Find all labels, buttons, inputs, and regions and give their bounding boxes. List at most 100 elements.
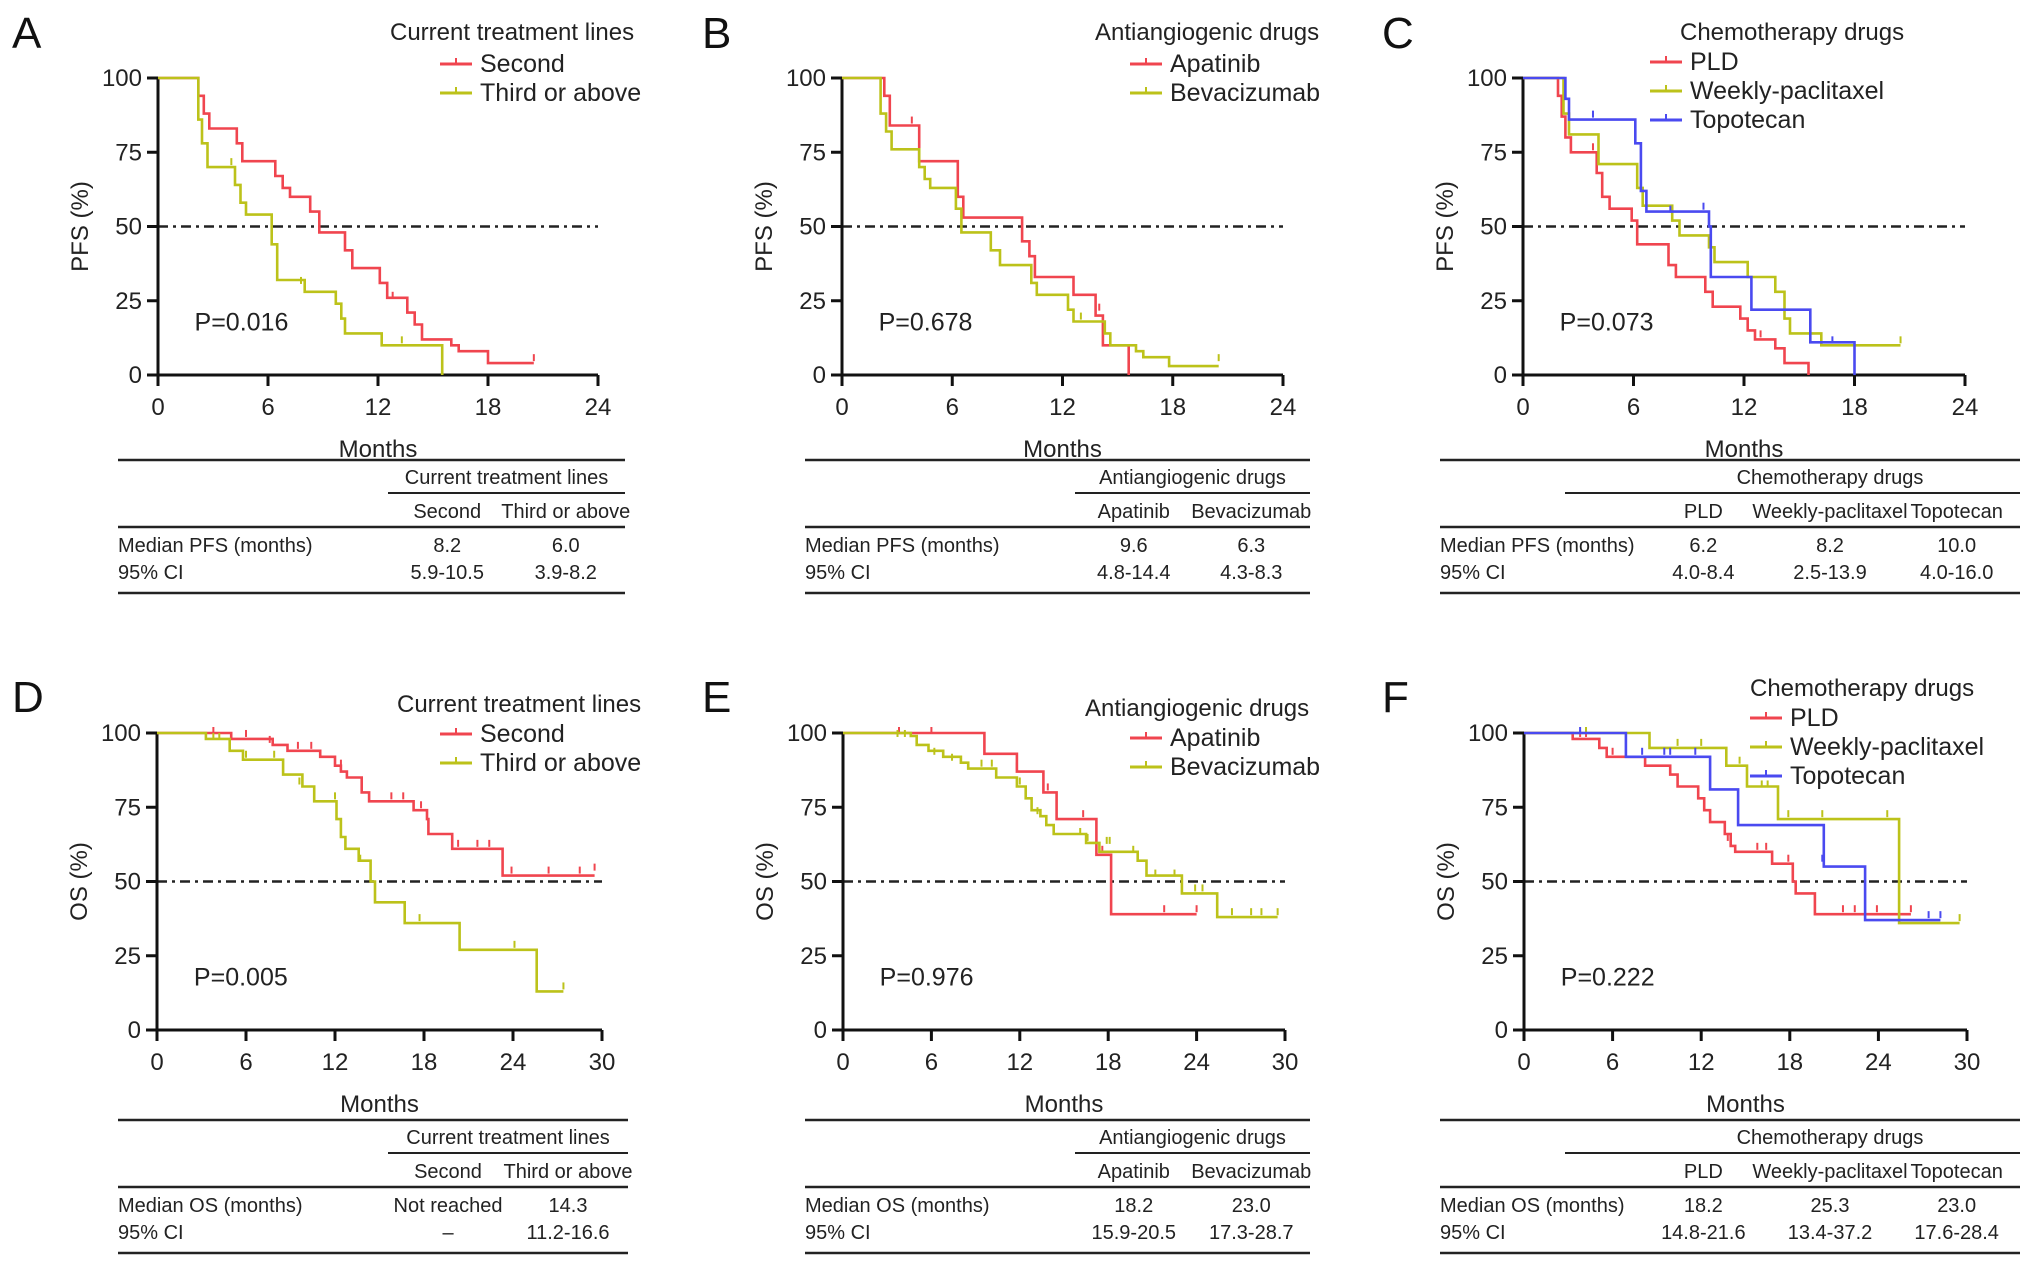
x-tick-label: 6 xyxy=(261,394,274,421)
table-column-header: PLD xyxy=(1684,1161,1723,1183)
panel-letter: B xyxy=(702,9,731,58)
panel-f: F 0 25 50 75 100 0 6 12 18 24 30 Months OS (%) P=0.222… xyxy=(1382,673,2020,1255)
km-curve-topotecan xyxy=(1524,731,1941,922)
x-tick-label: 0 xyxy=(151,394,164,421)
y-tick-label: 75 xyxy=(799,139,826,166)
y-tick-label: 25 xyxy=(1481,943,1508,970)
legend-label: Apatinib xyxy=(1170,724,1260,752)
table-row-label: 95% CI xyxy=(1440,1222,1506,1244)
km-curve-third-or-above xyxy=(158,76,444,375)
legend-label: Third or above xyxy=(480,749,641,777)
x-tick-label: 30 xyxy=(589,1049,616,1076)
km-curve-bevacizumab xyxy=(843,731,1278,919)
table-column-header: Weekly-paclitaxel xyxy=(1752,501,1907,523)
table-row-label: Median OS (months) xyxy=(1440,1195,1625,1217)
summary-table: Current treatment lines Second Third or ab… xyxy=(118,458,630,595)
table-cell: 11.2-16.6 xyxy=(526,1222,609,1244)
table-row-label: 95% CI xyxy=(118,1222,184,1244)
table-cell: 9.6 xyxy=(1120,535,1148,557)
table-cell: 18.2 xyxy=(1114,1195,1153,1217)
y-tick-label: 0 xyxy=(128,1017,141,1044)
y-tick-label: 0 xyxy=(813,362,826,389)
y-tick-label: 100 xyxy=(1468,720,1508,747)
table-column-header: Third or above xyxy=(501,501,630,523)
km-curve-pld xyxy=(1523,76,1810,375)
panel-letter: E xyxy=(702,673,731,722)
x-axis-label: Months xyxy=(1705,436,1784,463)
table-cell: 13.4-37.2 xyxy=(1788,1222,1873,1244)
y-tick-label: 25 xyxy=(800,943,827,970)
table-cell: – xyxy=(442,1222,454,1244)
table-group-header: Chemotherapy drugs xyxy=(1737,467,1924,489)
table-cell: 4.8-14.4 xyxy=(1097,562,1170,584)
table-cell: 8.2 xyxy=(433,535,461,557)
table-row-label: Median PFS (months) xyxy=(805,535,1000,557)
p-value: P=0.678 xyxy=(879,308,973,336)
y-tick-label: 0 xyxy=(814,1017,827,1044)
table-cell: Not reached xyxy=(394,1195,503,1217)
x-tick-label: 6 xyxy=(1606,1049,1619,1076)
km-curve-apatinib xyxy=(843,731,1197,916)
y-axis-label: PFS (%) xyxy=(1432,181,1459,272)
km-curve-weekly-paclitaxel xyxy=(1523,76,1901,347)
table-cell: 6.3 xyxy=(1237,535,1265,557)
summary-table: Current treatment lines Second Third or ab… xyxy=(118,1118,633,1255)
y-tick-label: 75 xyxy=(800,794,827,821)
x-tick-label: 0 xyxy=(836,1049,849,1076)
x-tick-label: 24 xyxy=(1865,1049,1892,1076)
table-cell: 14.8-21.6 xyxy=(1661,1222,1746,1244)
x-tick-label: 12 xyxy=(365,394,392,421)
y-tick-label: 25 xyxy=(115,288,142,315)
x-tick-label: 6 xyxy=(946,394,959,421)
panel-letter: A xyxy=(12,9,42,58)
y-axis-label: OS (%) xyxy=(66,842,93,921)
x-tick-label: 30 xyxy=(1272,1049,1299,1076)
x-tick-label: 12 xyxy=(322,1049,349,1076)
p-value: P=0.976 xyxy=(880,963,974,991)
p-value: P=0.016 xyxy=(195,308,289,336)
panel-c: C 0 25 50 75 100 0 6 12 18 24 Months PFS (%) P=0.073 C… xyxy=(1382,9,2020,595)
y-tick-label: 50 xyxy=(1480,214,1507,241)
legend-label: Weekly-paclitaxel xyxy=(1790,733,1984,761)
y-tick-label: 25 xyxy=(1480,288,1507,315)
x-tick-label: 24 xyxy=(1183,1049,1210,1076)
table-cell: 4.0-16.0 xyxy=(1920,562,1993,584)
table-cell: 14.3 xyxy=(549,1195,588,1217)
table-cell: 17.6-28.4 xyxy=(1914,1222,1999,1244)
y-tick-label: 50 xyxy=(115,214,142,241)
panel-letter: D xyxy=(12,673,44,722)
x-tick-label: 24 xyxy=(500,1049,527,1076)
table-cell: 25.3 xyxy=(1811,1195,1850,1217)
legend-title: Chemotherapy drugs xyxy=(1680,19,1904,46)
p-value: P=0.222 xyxy=(1561,963,1655,991)
y-tick-label: 50 xyxy=(1481,869,1508,896)
km-curve-third-or-above xyxy=(157,731,564,993)
y-tick-label: 0 xyxy=(129,362,142,389)
table-cell: 10.0 xyxy=(1937,535,1976,557)
table-row-label: Median PFS (months) xyxy=(1440,535,1635,557)
table-cell: 4.3-8.3 xyxy=(1220,562,1282,584)
table-cell: 17.3-28.7 xyxy=(1209,1222,1294,1244)
y-tick-label: 50 xyxy=(799,214,826,241)
legend-title: Current treatment lines xyxy=(390,19,634,46)
x-tick-label: 18 xyxy=(1776,1049,1803,1076)
x-tick-label: 18 xyxy=(475,394,502,421)
x-axis-label: Months xyxy=(339,436,418,463)
legend-label: Apatinib xyxy=(1170,50,1260,78)
y-tick-label: 0 xyxy=(1495,1017,1508,1044)
x-tick-label: 18 xyxy=(411,1049,438,1076)
legend-label: Second xyxy=(480,720,565,748)
y-tick-label: 100 xyxy=(786,65,826,92)
table-cell: 23.0 xyxy=(1232,1195,1271,1217)
table-column-header: Third or above xyxy=(504,1161,633,1183)
table-cell: 5.9-10.5 xyxy=(411,562,484,584)
table-cell: 8.2 xyxy=(1816,535,1844,557)
y-tick-label: 100 xyxy=(101,720,141,747)
y-tick-label: 0 xyxy=(1494,362,1507,389)
table-row-label: Median OS (months) xyxy=(805,1195,990,1217)
legend-title: Current treatment lines xyxy=(397,691,641,718)
legend-label: Weekly-paclitaxel xyxy=(1690,77,1884,105)
summary-table: Antiangiogenic drugs Apatinib Bevacizumab M… xyxy=(805,458,1311,595)
x-tick-label: 30 xyxy=(1954,1049,1981,1076)
